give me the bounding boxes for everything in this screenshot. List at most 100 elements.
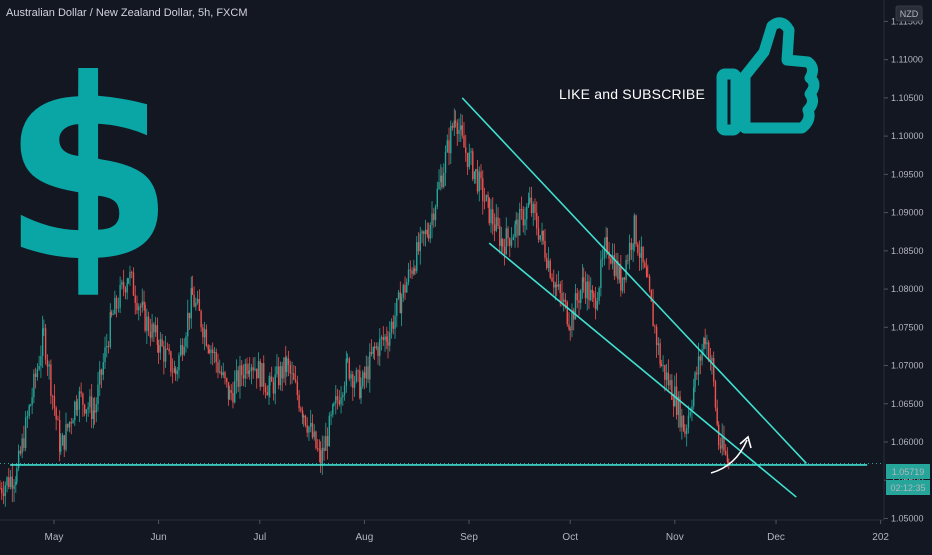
- candle-body: [163, 346, 165, 362]
- candle-body: [421, 231, 423, 234]
- candle-body: [283, 357, 285, 379]
- candle-body: [345, 358, 348, 386]
- candle-body: [279, 366, 282, 386]
- candle-body: [138, 306, 140, 311]
- candle-body: [623, 277, 626, 280]
- candle-body: [13, 485, 15, 489]
- candle-body: [107, 345, 110, 347]
- candle-body: [456, 122, 458, 135]
- candle-body: [281, 366, 283, 379]
- candle-body: [566, 301, 568, 325]
- candle-body: [512, 236, 514, 241]
- candle-body: [603, 245, 606, 258]
- candle-body: [92, 410, 95, 420]
- channel-lower-line[interactable]: [488, 242, 797, 498]
- candle-body: [704, 337, 706, 345]
- candle-body: [598, 287, 600, 301]
- candle-body: [630, 242, 633, 250]
- candle-body: [227, 382, 230, 400]
- candle-body: [703, 337, 705, 350]
- candle-body: [156, 325, 159, 345]
- candle-body: [269, 376, 271, 386]
- candle-body: [323, 447, 325, 451]
- candle-body: [146, 316, 148, 331]
- candle-body: [483, 200, 486, 202]
- candle-body: [278, 366, 280, 386]
- candle-body: [633, 215, 636, 244]
- candle-body: [482, 178, 484, 201]
- candle-body: [557, 284, 560, 287]
- candle-body: [667, 372, 670, 386]
- candle-body: [424, 229, 427, 234]
- candle-body: [515, 219, 517, 225]
- candle-body: [63, 435, 65, 450]
- candle-body: [610, 258, 612, 264]
- candle-body: [434, 206, 437, 221]
- candle-body: [153, 323, 155, 333]
- candle-body: [396, 298, 398, 316]
- candle-body: [427, 234, 430, 239]
- candle-body: [373, 346, 376, 349]
- candle-body: [400, 297, 403, 314]
- candle-body: [291, 373, 293, 374]
- candle-body: [453, 120, 456, 128]
- candle-body: [669, 380, 671, 386]
- candle-body: [217, 362, 219, 373]
- candle-body: [239, 365, 241, 387]
- candle-body: [313, 431, 315, 438]
- candle-body: [43, 328, 45, 330]
- candle-body: [302, 415, 305, 418]
- candle-body: [46, 359, 49, 367]
- candle-body: [355, 370, 358, 382]
- candle-body: [353, 381, 356, 388]
- candle-body: [620, 266, 622, 291]
- candle-body: [524, 219, 526, 226]
- candle-body: [362, 372, 364, 387]
- price-tick-label: 1.07000: [891, 361, 924, 371]
- candle-body: [451, 125, 454, 128]
- candle-body: [328, 415, 331, 447]
- candle-body: [19, 450, 22, 454]
- candle-body: [210, 349, 212, 353]
- candle-body: [726, 454, 729, 463]
- candle-body: [502, 239, 504, 247]
- time-tick-label: Sep: [460, 532, 478, 543]
- candle-body: [520, 209, 523, 210]
- time-axis[interactable]: May Jun Jul Aug Sep Oct Nov Dec 202: [0, 519, 889, 543]
- candle-body: [6, 477, 8, 486]
- candle-body: [465, 147, 467, 153]
- candle-body: [300, 408, 302, 411]
- candle-body: [100, 369, 103, 375]
- candle-body: [61, 435, 64, 446]
- candle-body: [127, 278, 129, 284]
- candle-body: [336, 396, 339, 401]
- candle-body: [499, 226, 501, 246]
- candle-body: [414, 268, 416, 272]
- candle-body: [580, 290, 582, 304]
- channel-upper-line[interactable]: [461, 97, 807, 464]
- candle-body: [185, 336, 187, 347]
- candle-body: [330, 414, 332, 416]
- candle-body: [203, 329, 206, 338]
- candle-body: [608, 251, 610, 259]
- candle-body: [561, 293, 563, 302]
- candle-body: [205, 329, 208, 346]
- candle-body: [441, 175, 443, 187]
- candle-body: [475, 169, 477, 172]
- candle-body: [390, 321, 393, 333]
- candle-body: [701, 349, 703, 361]
- price-axis[interactable]: 1.115001.110001.105001.100001.095001.090…: [883, 0, 924, 523]
- candle-body: [154, 325, 157, 333]
- candle-body: [208, 349, 210, 353]
- candle-body: [272, 381, 275, 394]
- candle-body: [2, 493, 5, 496]
- candle-body: [191, 288, 194, 295]
- candle-body: [594, 297, 597, 310]
- candle-body: [48, 364, 50, 367]
- candle-body: [586, 281, 588, 299]
- time-tick-label: Dec: [767, 532, 785, 543]
- candle-body: [721, 436, 723, 449]
- candle-body: [242, 375, 245, 379]
